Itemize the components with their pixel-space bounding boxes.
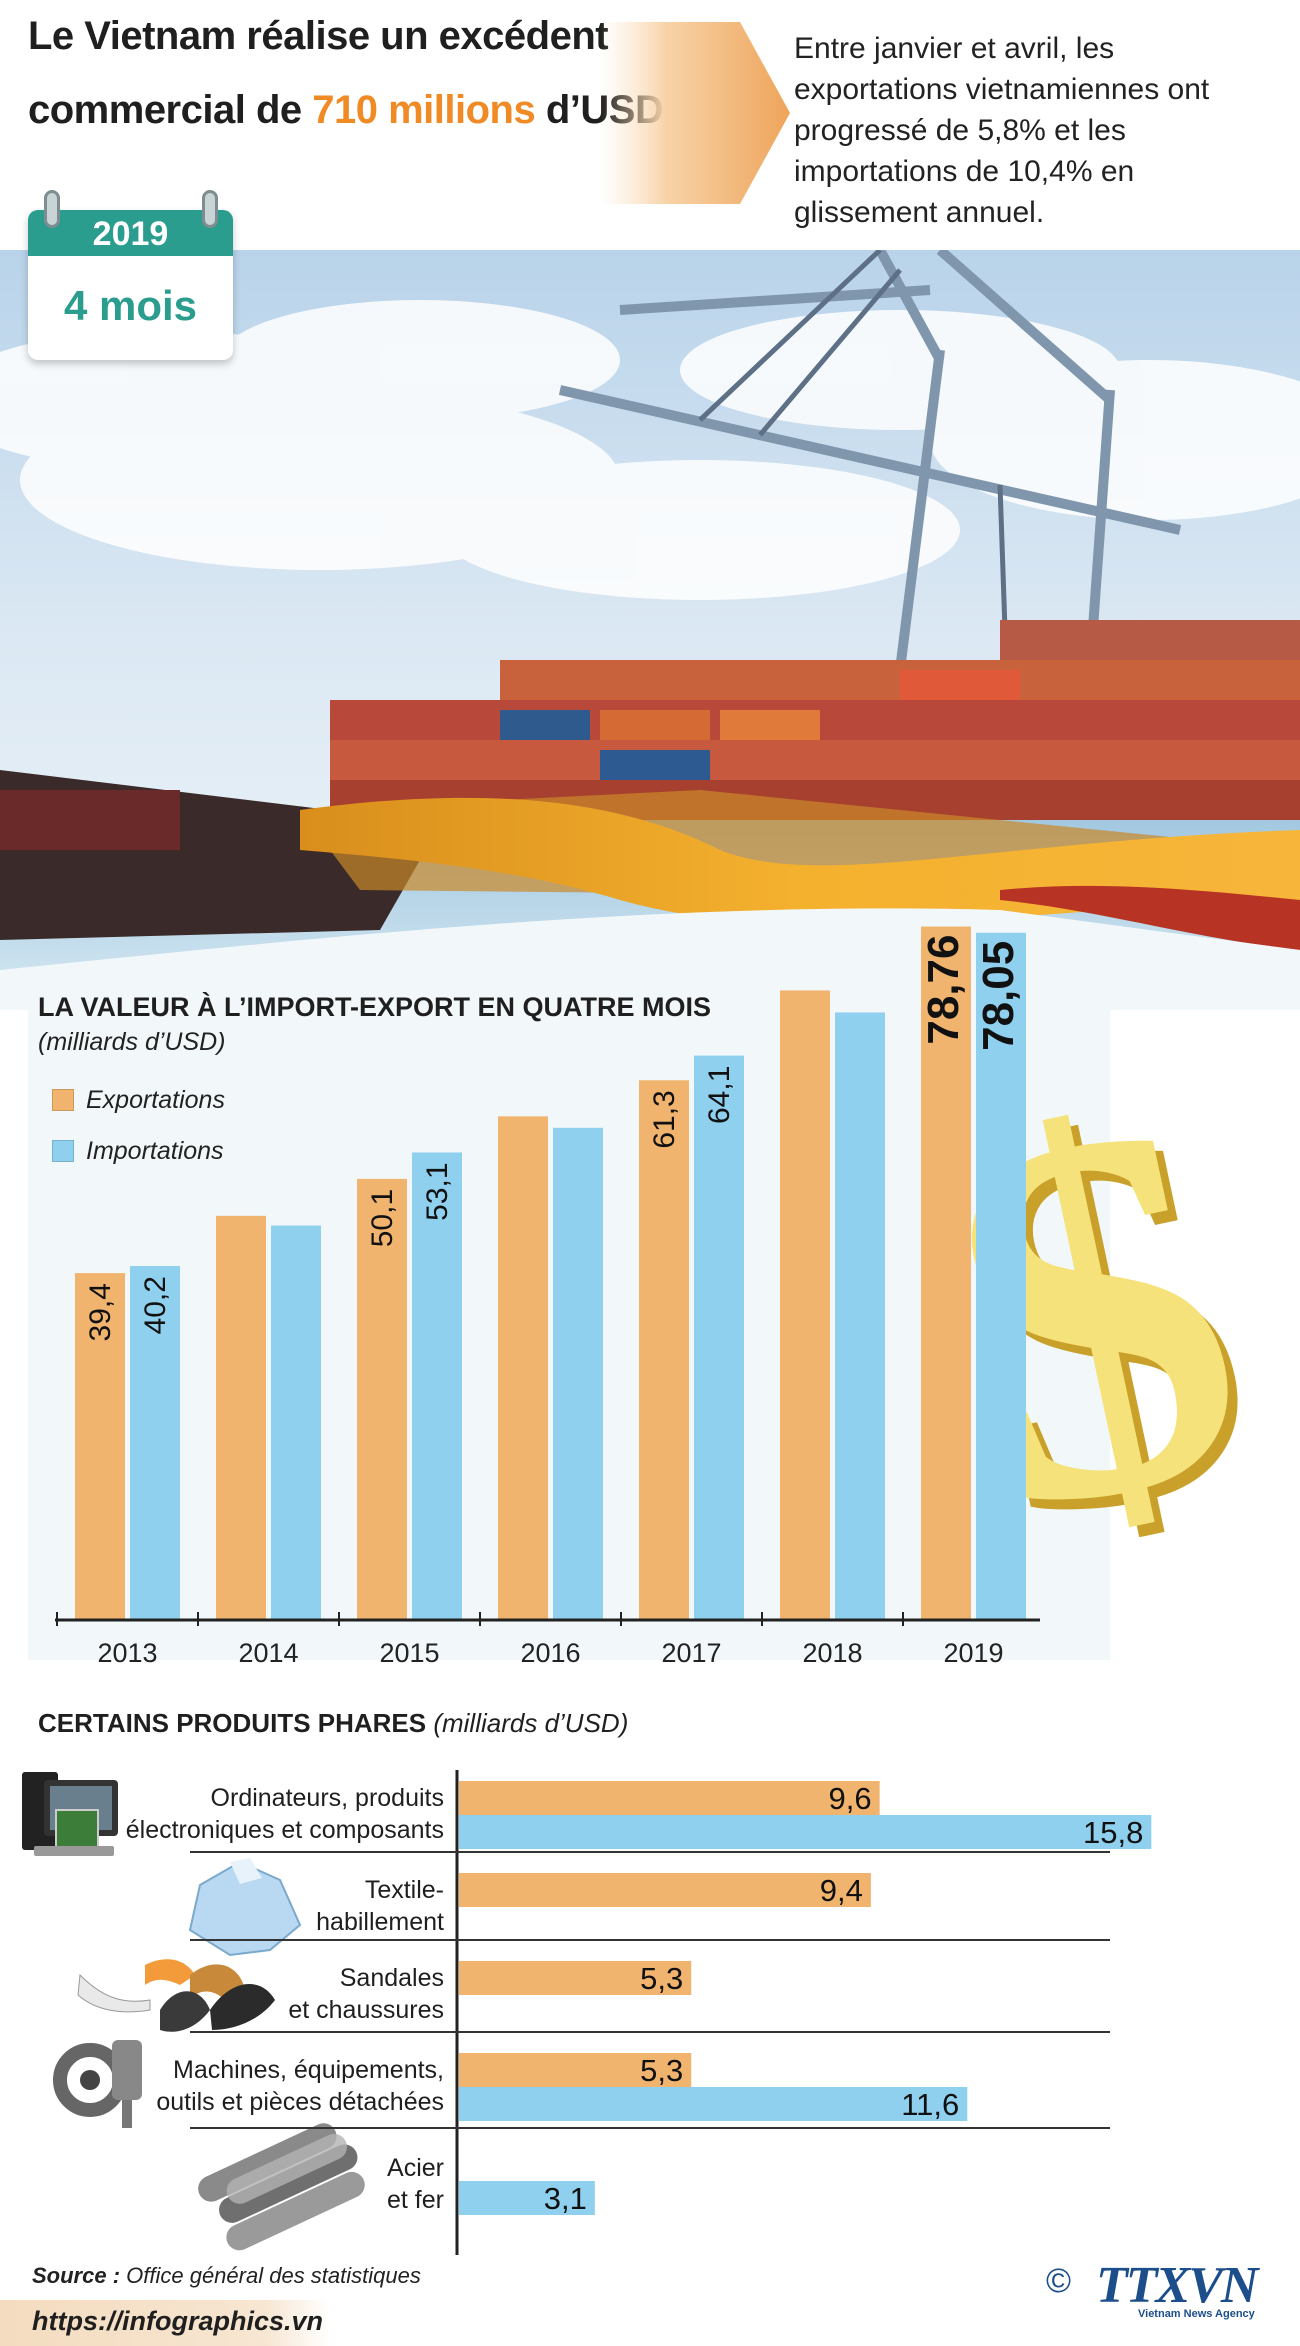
product-label-line: électroniques et composants bbox=[125, 1816, 444, 1844]
title-arrow-shape bbox=[600, 22, 790, 204]
hbar-exports-3 bbox=[459, 2053, 692, 2087]
port-illustration bbox=[0, 250, 1300, 1010]
title-line-1: Le Vietnam réalise un excédent bbox=[28, 14, 609, 58]
bar-imports-2016 bbox=[553, 1127, 603, 1620]
product-label-0: Ordinateurs, produits électroniques et co… bbox=[24, 1782, 444, 1846]
hbar-imports-3 bbox=[459, 2087, 968, 2121]
gear-icon bbox=[53, 2040, 142, 2128]
chart2-title-text: CERTAINS PRODUITS PHARES bbox=[38, 1708, 427, 1738]
bar-exports-2018 bbox=[780, 990, 830, 1620]
product-label-line: et fer bbox=[387, 2186, 444, 2214]
title-highlight: 710 millions bbox=[312, 88, 536, 132]
source-line: Source : Office général des statistiques bbox=[32, 2263, 421, 2289]
product-label-4: Acier et fer bbox=[24, 2152, 444, 2216]
bar-exports-2015 bbox=[357, 1178, 407, 1620]
label-exports-2013: 39,4 bbox=[84, 1283, 117, 1341]
bar-imports-2015 bbox=[412, 1152, 462, 1620]
product-label-line: Ordinateurs, produits bbox=[210, 1784, 444, 1812]
crane-cables bbox=[698, 250, 1008, 631]
product-label-2: Sandales et chaussures bbox=[24, 1962, 444, 2026]
product-label-line: Machines, équipements, bbox=[173, 2056, 444, 2084]
chart1-svg: $ $ 39,4 40,250,1 53,161,3 64,178,76 78,05 2… bbox=[55, 926, 1293, 1668]
product-label-line: Acier bbox=[387, 2154, 444, 2182]
hbar-exports-0 bbox=[459, 1781, 880, 1815]
hbar-label-exports-1: 9,4 bbox=[820, 1873, 863, 1908]
bar-imports-2014 bbox=[271, 1225, 321, 1620]
url-band bbox=[0, 2300, 330, 2346]
legend-imports: Importations bbox=[52, 1136, 224, 1166]
legend-label-exports: Exportations bbox=[86, 1085, 225, 1114]
label-imports-2017: 64,1 bbox=[703, 1066, 736, 1124]
bar-exports-2013 bbox=[75, 1273, 125, 1620]
hbar-label-exports-2: 5,3 bbox=[640, 1961, 683, 1996]
tick-label-2016: 2016 bbox=[520, 1638, 580, 1668]
legend-exports: Exportations bbox=[52, 1085, 225, 1115]
copyright-symbol: © bbox=[1046, 2262, 1072, 2300]
product-label-3: Machines, équipements, outils et pièces d… bbox=[24, 2054, 444, 2118]
legend-label-imports: Importations bbox=[86, 1136, 224, 1165]
chart1-title: LA VALEUR À L’IMPORT-EXPORT EN QUATRE MO… bbox=[38, 992, 712, 1022]
source-label: Source : bbox=[32, 2263, 121, 2288]
calendar-ring-left bbox=[44, 190, 60, 228]
calendar-badge: 2019 4 mois bbox=[28, 210, 233, 360]
bar-exports-2017 bbox=[639, 1080, 689, 1620]
ttxvn-logo: TTXVN bbox=[1096, 2257, 1258, 2314]
bar-imports-2017 bbox=[694, 1055, 744, 1620]
calendar-period: 4 mois bbox=[63, 282, 198, 329]
steel-bars-icon bbox=[198, 2123, 365, 2251]
source-text: Office général des statistiques bbox=[120, 2263, 421, 2288]
label-imports-2015: 53,1 bbox=[421, 1162, 454, 1220]
product-label-line: Textile- bbox=[364, 1876, 444, 1904]
bar-imports-2019 bbox=[976, 932, 1026, 1620]
bar-exports-2019 bbox=[921, 926, 971, 1620]
tick-label-2013: 2013 bbox=[97, 1638, 157, 1668]
hbar-exports-2 bbox=[459, 1961, 692, 1995]
hbar-label-imports-0: 15,8 bbox=[1083, 1815, 1143, 1850]
chart2-title: CERTAINS PRODUITS PHARES (milliards d’US… bbox=[38, 1708, 628, 1739]
product-label-1: Textile-habillement bbox=[24, 1874, 444, 1938]
chart1-subtitle: (milliards d’USD) bbox=[38, 1028, 226, 1056]
hbar-label-imports-4: 3,1 bbox=[544, 2181, 587, 2216]
product-label-line: et chaussures bbox=[288, 1996, 444, 2024]
hbar-label-exports-3: 5,3 bbox=[640, 2053, 683, 2088]
bar-imports-2013 bbox=[130, 1266, 180, 1620]
red-band bbox=[1000, 885, 1300, 950]
label-exports-2019: 78,76 bbox=[919, 935, 968, 1045]
bar-exports-2016 bbox=[498, 1116, 548, 1620]
product-label-line: Sandales bbox=[339, 1964, 444, 1992]
product-label-line: outils et pièces détachées bbox=[156, 2088, 444, 2116]
hbar-label-imports-3: 11,6 bbox=[901, 2087, 959, 2122]
tick-label-2015: 2015 bbox=[379, 1638, 439, 1668]
label-exports-2017: 61,3 bbox=[648, 1090, 681, 1148]
shirt-icon bbox=[188, 1858, 302, 1957]
tick-label-2018: 2018 bbox=[802, 1638, 862, 1668]
calendar-ring-right bbox=[202, 190, 218, 228]
hbar-exports-1 bbox=[459, 1873, 871, 1907]
hbar-imports-0 bbox=[459, 1815, 1152, 1849]
website-link[interactable]: https://infographics.vn bbox=[32, 2306, 324, 2336]
shoes-icon bbox=[77, 1959, 275, 2032]
calendar-year: 2019 bbox=[28, 210, 233, 256]
tick-label-2014: 2014 bbox=[238, 1638, 298, 1668]
label-imports-2013: 40,2 bbox=[139, 1276, 172, 1334]
label-exports-2015: 50,1 bbox=[366, 1189, 399, 1247]
bar-exports-2014 bbox=[216, 1215, 266, 1620]
chart2-unit: (milliards d’USD) bbox=[433, 1708, 629, 1738]
bar-imports-2018 bbox=[835, 1012, 885, 1620]
ttxvn-logo-subtitle: Vietnam News Agency bbox=[1138, 2308, 1255, 2320]
product-label-line: habillement bbox=[316, 1908, 444, 1936]
label-imports-2019: 78,05 bbox=[974, 941, 1023, 1051]
computer-icon bbox=[22, 1772, 118, 1856]
legend-swatch-exports bbox=[52, 1089, 74, 1111]
hbar-imports-4 bbox=[459, 2181, 595, 2215]
legend-swatch-imports bbox=[52, 1140, 74, 1162]
intro-text: Entre janvier et avril, les exportations… bbox=[794, 32, 1210, 229]
title-prefix: commercial de bbox=[28, 88, 313, 132]
tick-label-2019: 2019 bbox=[943, 1638, 1003, 1668]
tick-label-2017: 2017 bbox=[661, 1638, 721, 1668]
hbar-label-exports-0: 9,6 bbox=[829, 1781, 872, 1816]
